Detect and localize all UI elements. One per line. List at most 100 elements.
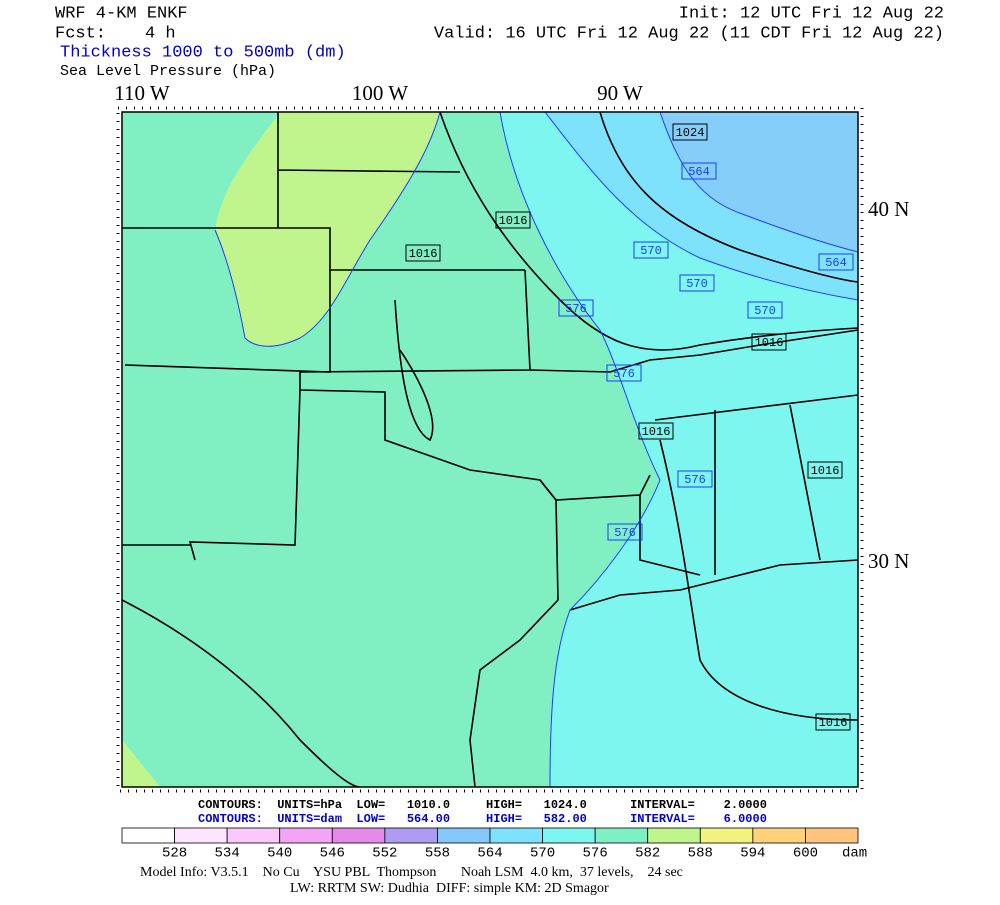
colorbar-label: 582 — [635, 846, 660, 862]
colorbar-box — [384, 827, 438, 844]
colorbar-box — [805, 827, 859, 844]
colorbar-box — [647, 827, 701, 844]
thickness-contour — [214, 112, 441, 347]
contour-info-pressure: CONTOURS: UNITS=hPa LOW= 1010.0 HIGH= 10… — [198, 798, 767, 812]
thickness-label-box — [633, 241, 669, 259]
thickness-label: 576 — [684, 473, 706, 487]
fill-558 — [660, 112, 858, 252]
fill-570 — [500, 112, 858, 787]
pressure-label: 1024 — [676, 126, 705, 140]
colorbar-label: 594 — [740, 846, 765, 862]
thickness-label-box — [818, 253, 854, 271]
coastline — [569, 559, 858, 611]
pressure-label-box — [405, 244, 441, 262]
pressure-label: 1016 — [819, 716, 848, 730]
colorbar-box — [437, 827, 491, 844]
thickness-label-box — [606, 364, 642, 382]
colorbar-unit: dam — [842, 846, 867, 862]
colorbar-label: 528 — [162, 846, 187, 862]
colorbar-box — [489, 827, 543, 844]
thickness-label: 564 — [825, 256, 847, 270]
pressure-label-box — [672, 123, 708, 141]
pressure-label: 1016 — [755, 336, 784, 350]
thickness-label-box — [558, 299, 594, 317]
colorbar: 528 534 540 546 552 558 564 570 576 582 588 594 600 d… — [121, 827, 867, 862]
isobar — [394, 299, 434, 442]
colorbar-box — [331, 827, 386, 844]
init-time: Init: 12 UTC Fri 12 Aug 22 — [679, 4, 944, 23]
pressure-label: 1016 — [499, 214, 528, 228]
physics-info: LW: RRTM SW: Dudhia DIFF: simple KM: 2D … — [290, 881, 609, 896]
thickness-label-box — [607, 523, 643, 541]
colorbar-box — [174, 827, 228, 844]
thickness-label-box — [747, 301, 783, 319]
colorbar-box — [699, 827, 754, 844]
thickness-label: 576 — [613, 367, 635, 381]
lon-label: 90 W — [597, 81, 643, 105]
thickness-lines — [214, 112, 858, 787]
thickness-contour — [544, 112, 858, 301]
colorbar-label: 576 — [583, 846, 608, 862]
isobar — [659, 439, 858, 721]
lon-label: 100 W — [352, 81, 408, 105]
colorbar-label: 546 — [320, 846, 345, 862]
fill-582 — [122, 740, 160, 787]
thickness-label: 576 — [565, 302, 587, 316]
fcst-hours: 4 h — [145, 24, 176, 43]
pressure-label: 1016 — [409, 247, 438, 261]
thickness-label: 564 — [688, 165, 710, 179]
colorbar-label: 540 — [267, 846, 292, 862]
colorbar-label: 534 — [215, 846, 240, 862]
pressure-label-box — [495, 211, 531, 229]
coastline — [469, 479, 559, 787]
map-area: 1024 1016 1016 1016 1016 1016 1016 564 570 570 570… — [122, 112, 858, 787]
contour-info-thickness: CONTOURS: UNITS=dam LOW= 564.00 HIGH= 58… — [198, 812, 767, 826]
thickness-label-box — [677, 470, 713, 488]
colorbar-box — [279, 827, 333, 844]
state-border — [122, 389, 301, 561]
colorbar-label: 552 — [372, 846, 397, 862]
colorbar-box — [121, 827, 175, 844]
field-thickness: Thickness 1000 to 500mb (dm) — [60, 43, 346, 62]
colorbar-label: 588 — [688, 846, 713, 862]
pressure-label: 1016 — [642, 425, 671, 439]
fcst-label: Fcst: — [55, 24, 106, 43]
colorbar-box — [226, 827, 281, 844]
pressure-label-box — [807, 461, 843, 479]
lat-label: 40 N — [868, 197, 909, 221]
thickness-label: 576 — [614, 526, 636, 540]
colorbar-label: 570 — [530, 846, 555, 862]
isobar — [122, 599, 361, 787]
colorbar-label: 564 — [477, 846, 502, 862]
state-border — [529, 329, 858, 373]
thickness-label: 570 — [754, 304, 776, 318]
pressure-label: 1016 — [811, 464, 840, 478]
state-border — [122, 227, 525, 271]
colorbar-label: 558 — [425, 846, 450, 862]
pressure-label-box — [751, 333, 787, 351]
colorbar-label: 600 — [793, 846, 818, 862]
contour-labels: 1024 1016 1016 1016 1016 1016 1016 564 570 570 570… — [405, 123, 854, 731]
thickness-label: 570 — [686, 277, 708, 291]
map-tick-frame — [116, 106, 864, 793]
model-name: WRF 4-KM ENKF — [55, 4, 188, 23]
pressure-label-box — [638, 422, 674, 440]
map-frame — [121, 111, 859, 788]
thickness-label: 570 — [640, 244, 662, 258]
thickness-label-box — [681, 162, 717, 180]
thickness-label-box — [679, 274, 715, 292]
valid-time: Valid: 16 UTC Fri 12 Aug 22 (11 CDT Fri … — [434, 24, 944, 43]
colorbar-box — [542, 827, 596, 844]
field-slp: Sea Level Pressure (hPa) — [60, 63, 276, 80]
thickness-contour — [499, 112, 661, 787]
colorbar-box — [594, 827, 649, 844]
borders — [122, 112, 858, 787]
model-info: Model Info: V3.5.1 No Cu YSU PBL Thompso… — [140, 865, 683, 880]
lon-label: 110 W — [114, 81, 170, 105]
lat-label: 30 N — [868, 549, 909, 573]
pressure-label-box — [815, 713, 851, 731]
colorbar-box — [752, 827, 806, 844]
isobar — [599, 112, 858, 283]
